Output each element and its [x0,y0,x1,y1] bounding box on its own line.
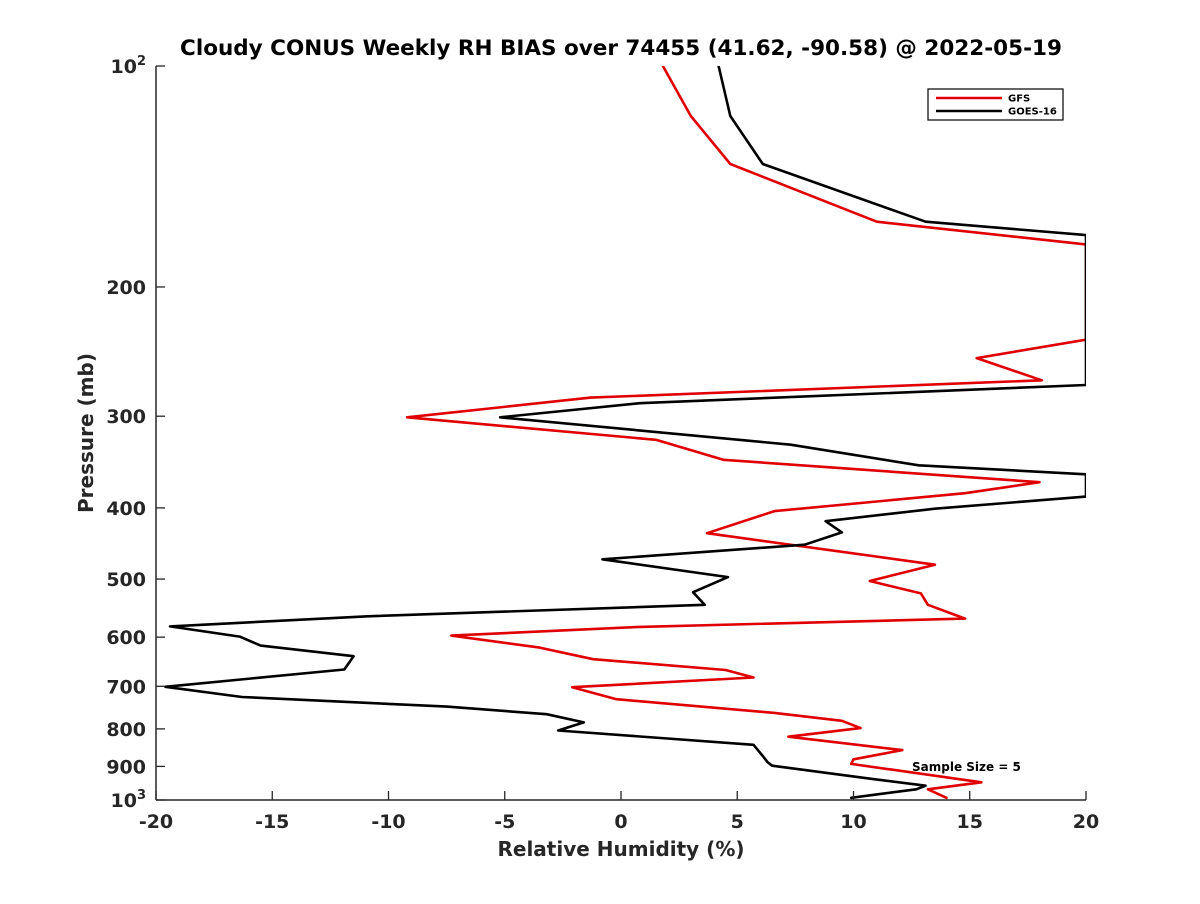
x-tick-label: 5 [731,811,744,833]
legend-label-gfs: GFS [1008,94,1030,105]
y-tick-label: 600 [106,627,146,649]
x-tick-label: -5 [494,811,515,833]
y-tick-label: 900 [106,756,146,778]
y-axis-ticks: 102 200 300 400 500 600 700 800 900 103 [106,54,165,812]
y-tick-label: 700 [106,676,146,698]
x-tick-label: 10 [840,811,866,833]
x-tick-label: 20 [1073,811,1099,833]
series-line-gfs [405,66,1086,800]
x-tick-label: -20 [139,811,173,833]
x-tick-label: -15 [255,811,289,833]
x-tick-label: -10 [371,811,405,833]
chart-legend: GFS GOES-16 [927,88,1064,121]
sample-size-annotation: Sample Size = 5 [912,760,1021,774]
y-tick-label: 102 [111,54,147,78]
y-tick-label: 300 [106,406,146,428]
y-tick-label: 500 [106,569,146,591]
legend-label-goes-16: GOES-16 [1008,107,1057,118]
x-axis-label: Relative Humidity (%) [497,837,744,861]
series-line-goes-16 [164,66,1086,800]
y-tick-label: 103 [111,788,147,812]
legend-box [927,88,1064,121]
y-axis-label: Pressure (mb) [74,353,98,513]
x-axis-ticks: -20 -15 -10 -5 0 5 10 15 20 [139,791,1099,833]
x-tick-label: 15 [957,811,983,833]
y-tick-label: 200 [106,277,146,299]
chart-title: Cloudy CONUS Weekly RH BIAS over 74455 (… [180,36,1062,61]
y-tick-label: 800 [106,719,146,741]
data-series-layer [164,66,1086,800]
y-tick-label: 400 [106,498,146,520]
x-tick-label: 0 [614,811,627,833]
